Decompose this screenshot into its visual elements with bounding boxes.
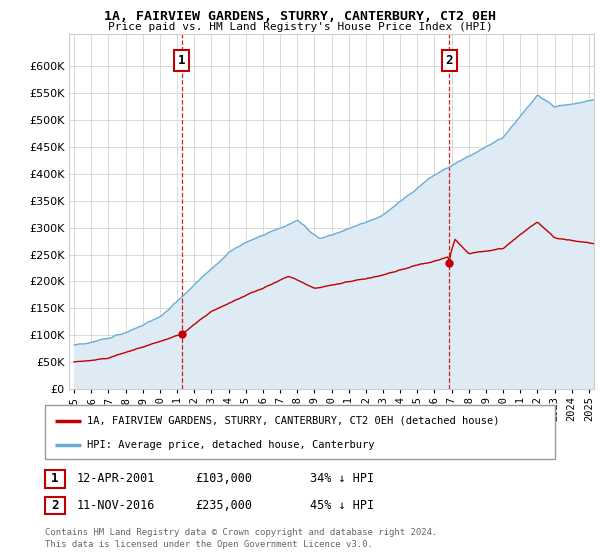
Text: This data is licensed under the Open Government Licence v3.0.: This data is licensed under the Open Gov… xyxy=(45,540,373,549)
Text: 1: 1 xyxy=(51,473,59,486)
Bar xyxy=(45,497,65,515)
Text: 12-APR-2001: 12-APR-2001 xyxy=(77,473,155,486)
Text: 1A, FAIRVIEW GARDENS, STURRY, CANTERBURY, CT2 0EH: 1A, FAIRVIEW GARDENS, STURRY, CANTERBURY… xyxy=(104,10,496,23)
Text: 1A, FAIRVIEW GARDENS, STURRY, CANTERBURY, CT2 0EH (detached house): 1A, FAIRVIEW GARDENS, STURRY, CANTERBURY… xyxy=(87,416,499,426)
Bar xyxy=(45,470,65,488)
Text: 2: 2 xyxy=(51,499,59,512)
Bar xyxy=(45,405,555,459)
Text: Price paid vs. HM Land Registry's House Price Index (HPI): Price paid vs. HM Land Registry's House … xyxy=(107,22,493,32)
Text: 11-NOV-2016: 11-NOV-2016 xyxy=(77,499,155,512)
Text: HPI: Average price, detached house, Canterbury: HPI: Average price, detached house, Cant… xyxy=(87,440,374,450)
Text: Contains HM Land Registry data © Crown copyright and database right 2024.: Contains HM Land Registry data © Crown c… xyxy=(45,528,437,538)
Text: 2: 2 xyxy=(446,54,453,67)
Text: 1: 1 xyxy=(178,54,185,67)
Text: £235,000: £235,000 xyxy=(195,499,252,512)
Text: 34% ↓ HPI: 34% ↓ HPI xyxy=(310,473,374,486)
Text: £103,000: £103,000 xyxy=(195,473,252,486)
Text: 45% ↓ HPI: 45% ↓ HPI xyxy=(310,499,374,512)
